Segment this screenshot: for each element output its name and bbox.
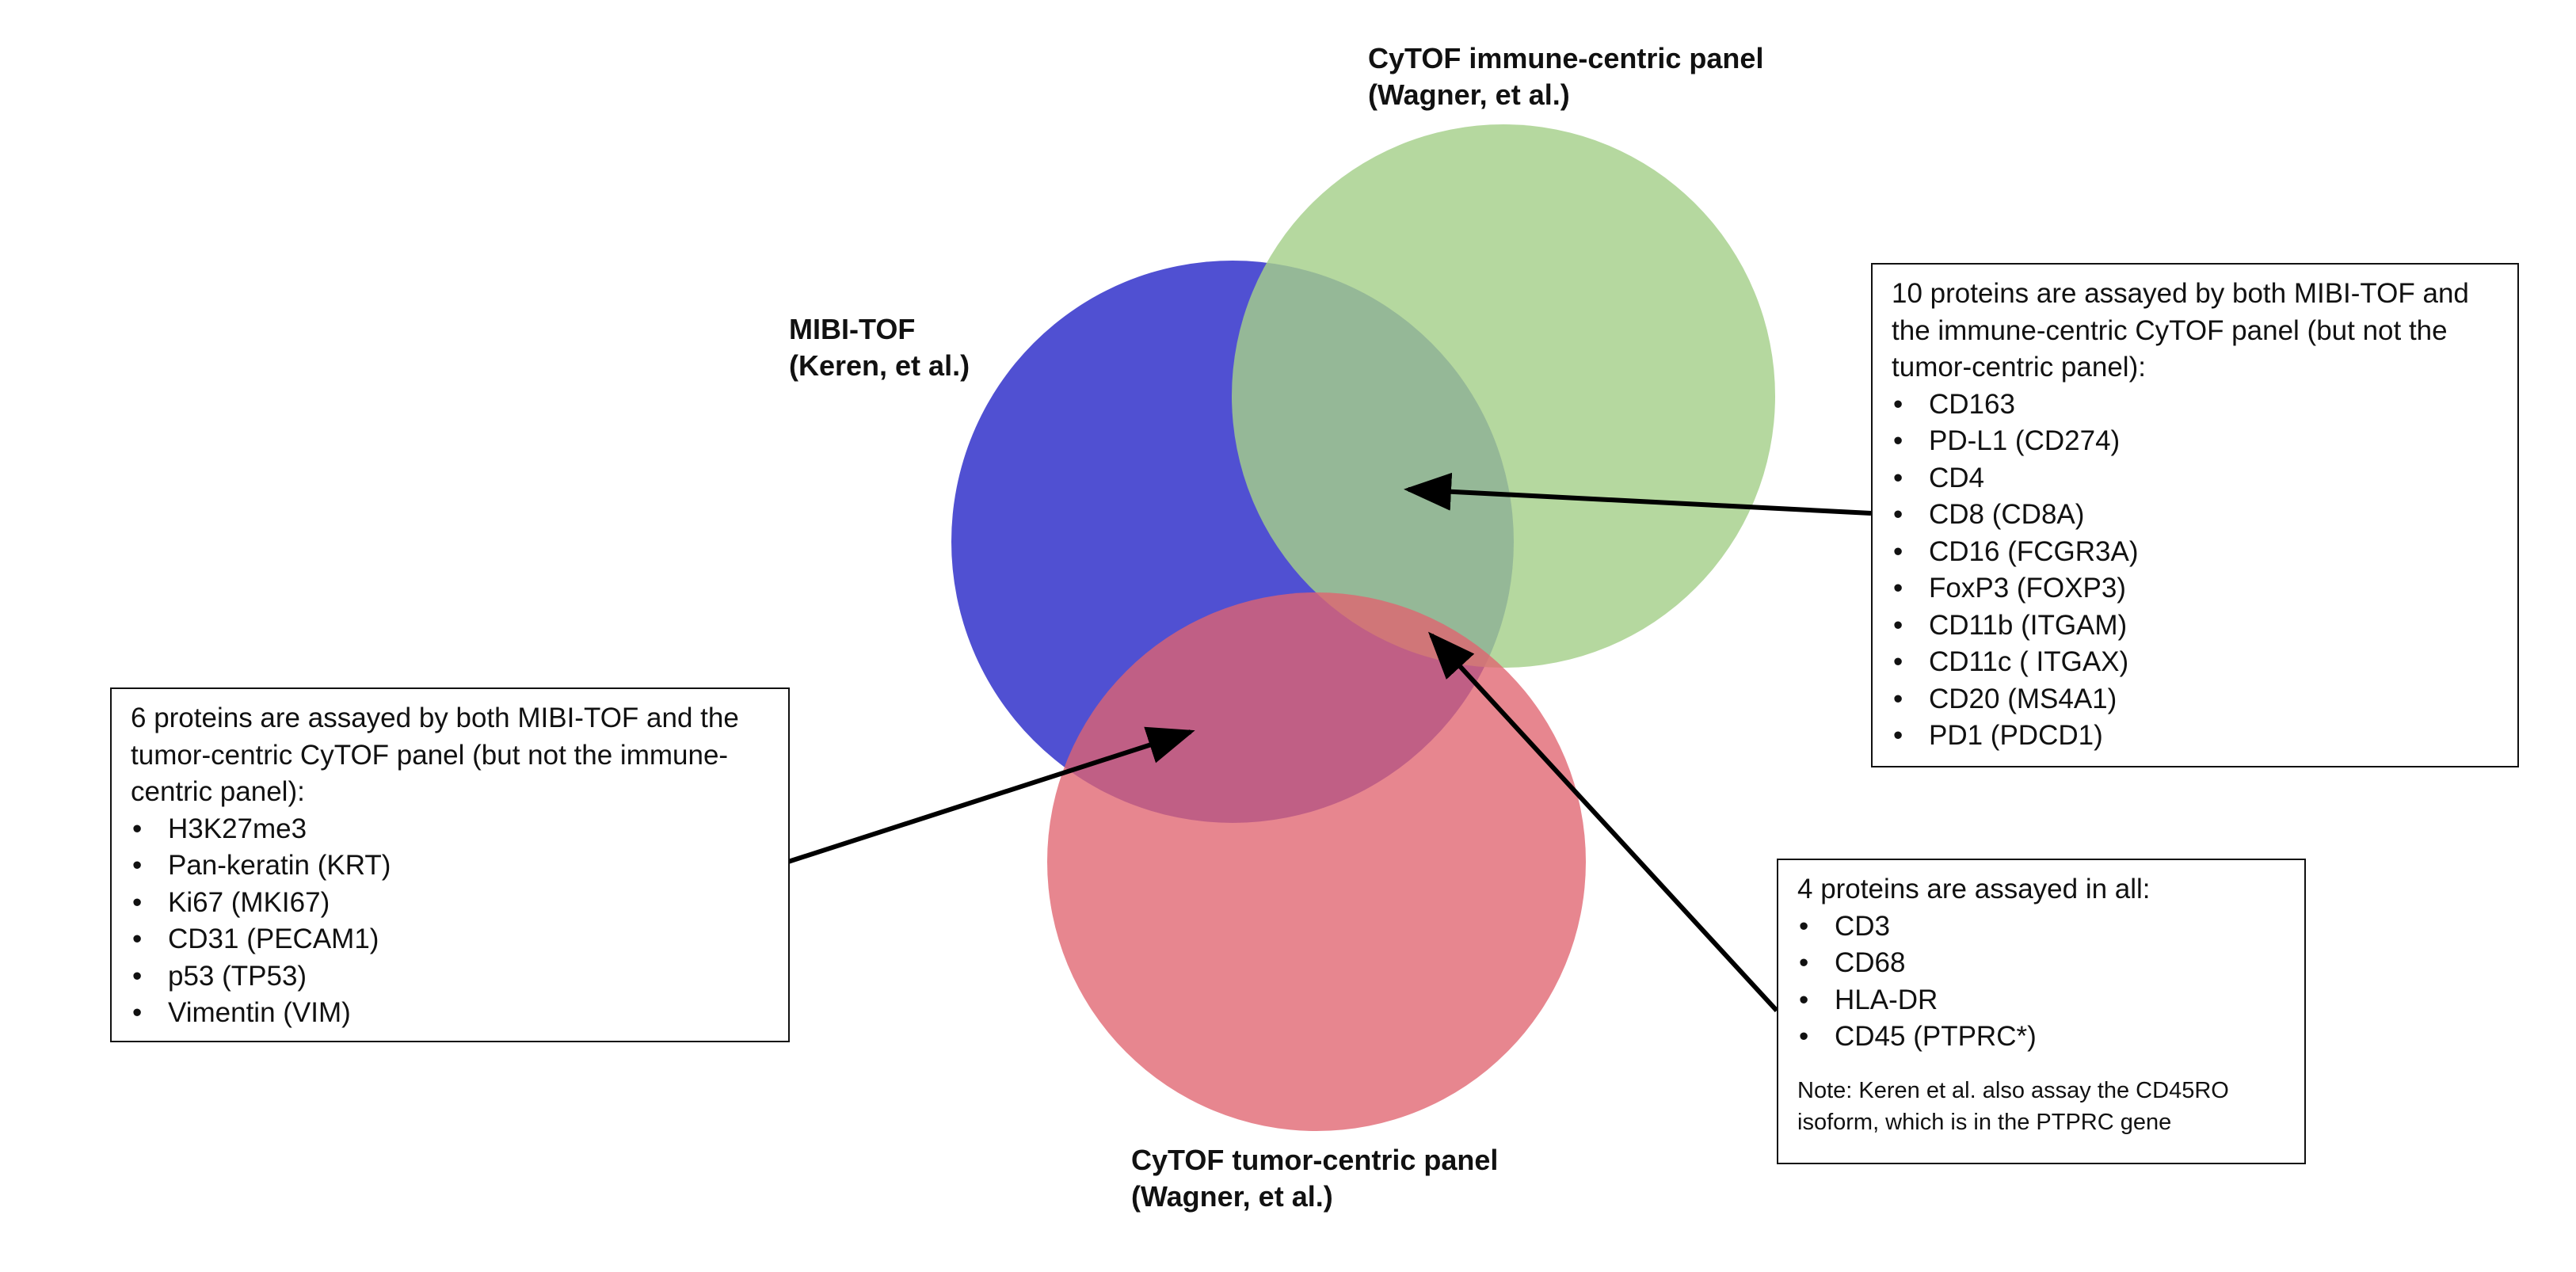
list-item: CD11b (ITGAM) [1892,607,2498,645]
list-item: Ki67 (MKI67) [131,885,769,922]
list-item: H3K27me3 [131,811,769,848]
connector-arrows [787,472,1872,1013]
list-item: Vimentin (VIM) [131,995,769,1032]
label-mibi-tof-name: MIBI-TOF [789,313,916,345]
list-item: CD31 (PECAM1) [131,921,769,958]
label-mibi-tof: MIBI-TOF (Keren, et al.) [789,311,970,384]
callout-all-heading: 4 proteins are assayed in all: [1797,874,2151,904]
list-item: CD45 (PTPRC*) [1797,1019,2285,1056]
list-item: p53 (TP53) [131,958,769,996]
label-immune-centric-name: CyTOF immune-centric panel [1368,42,1764,74]
callout-all-note: Note: Keren et al. also assay the CD45RO… [1797,1077,2229,1135]
label-immune-centric-source: (Wagner, et al.) [1368,78,1570,111]
callout-mibi-immune: 10 proteins are assayed by both MIBI-TOF… [1871,263,2519,767]
list-item: CD16 (FCGR3A) [1892,534,2498,571]
list-item: FoxP3 (FOXP3) [1892,570,2498,607]
callout-mibi-tumor-list: H3K27me3 Pan-keratin (KRT) Ki67 (MKI67) … [131,811,769,1032]
list-item: CD8 (CD8A) [1892,497,2498,534]
label-tumor-centric-name: CyTOF tumor-centric panel [1131,1144,1499,1176]
venn-circles [951,124,1775,1131]
callout-mibi-immune-list: CD163 PD-L1 (CD274) CD4 CD8 (CD8A) CD16 … [1892,387,2498,755]
list-item: CD4 [1892,460,2498,497]
list-item: CD163 [1892,387,2498,424]
list-item: CD11c ( ITGAX) [1892,644,2498,681]
label-tumor-centric-source: (Wagner, et al.) [1131,1180,1333,1213]
circle-tumor-centric [1047,592,1586,1131]
circle-immune-centric [1232,124,1775,668]
label-tumor-centric: CyTOF tumor-centric panel (Wagner, et al… [1131,1142,1498,1215]
list-item: CD68 [1797,945,2285,982]
callout-all-list: CD3 CD68 HLA-DR CD45 (PTPRC*) [1797,908,2285,1056]
arrow-mibi-tumor [787,726,1195,864]
callout-mibi-tumor-heading: 6 proteins are assayed by both MIBI-TOF … [131,703,739,807]
list-item: Pan-keratin (KRT) [131,847,769,885]
label-mibi-tof-source: (Keren, et al.) [789,349,970,382]
label-immune-centric: CyTOF immune-centric panel (Wagner, et a… [1368,40,1763,113]
list-item: HLA-DR [1797,982,2285,1019]
callout-all: 4 proteins are assayed in all: CD3 CD68 … [1777,859,2306,1164]
list-item: PD-L1 (CD274) [1892,423,2498,460]
callout-mibi-immune-heading: 10 proteins are assayed by both MIBI-TOF… [1892,278,2469,383]
arrow-mibi-immune [1404,472,1872,516]
list-item: CD20 (MS4A1) [1892,681,2498,718]
arrow-all [1427,631,1779,1013]
callout-mibi-tumor: 6 proteins are assayed by both MIBI-TOF … [110,687,790,1042]
list-item: CD3 [1797,908,2285,946]
list-item: PD1 (PDCD1) [1892,718,2498,755]
